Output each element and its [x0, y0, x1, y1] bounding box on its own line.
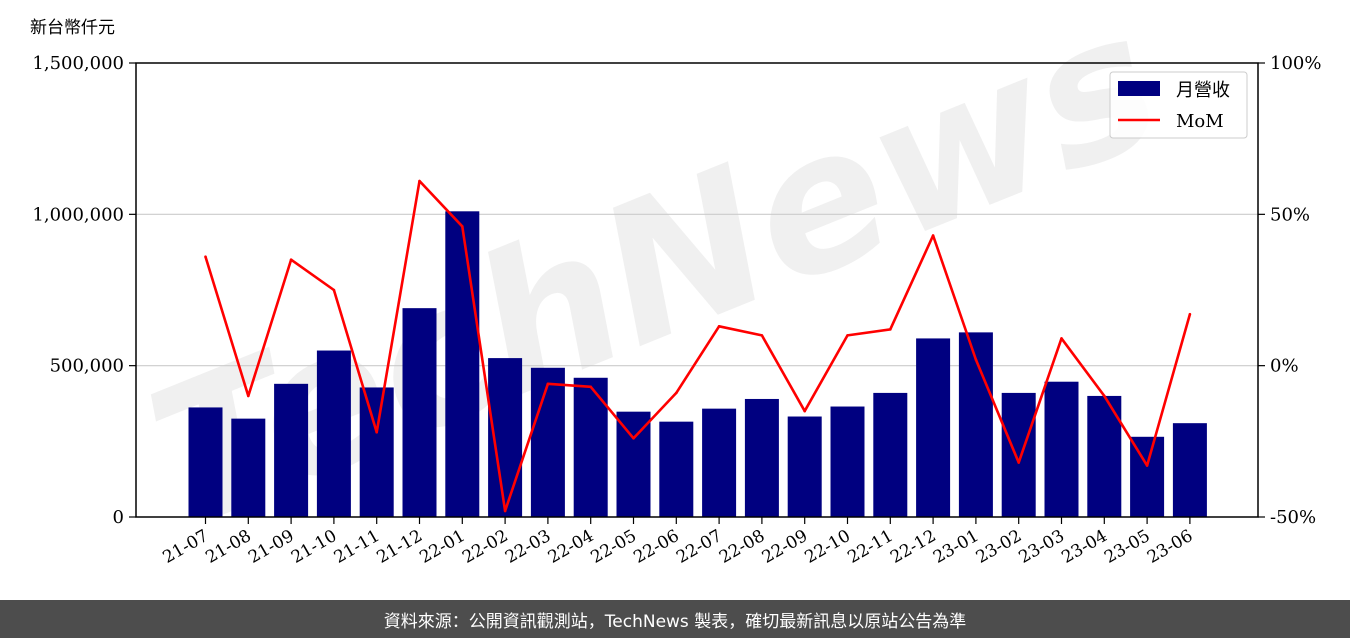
revenue-bar	[616, 411, 651, 517]
mom-point	[760, 334, 764, 337]
plot-frame	[135, 62, 1259, 518]
revenue-bar	[188, 407, 223, 517]
revenue-bar	[1001, 392, 1036, 517]
left-tick-label: 1,500,000	[32, 53, 124, 74]
revenue-bar	[702, 408, 737, 517]
x-tick-label: 22-08	[716, 526, 768, 568]
mom-point	[1017, 461, 1020, 464]
revenue-bar	[359, 387, 394, 517]
x-tick-label: 21-12	[374, 526, 426, 568]
mom-point	[289, 258, 293, 262]
revenue-bar	[445, 211, 480, 517]
right-y-axis: -50% 0% 50% 100%	[1258, 53, 1321, 528]
mom-point	[632, 437, 635, 440]
revenue-bar	[573, 377, 608, 517]
x-tick-label: 23-05	[1101, 526, 1153, 568]
mom-point	[247, 394, 250, 398]
footer-text: 資料來源：公開資訊觀測站，TechNews 製表，確切最新訊息以原站公告為準	[383, 611, 967, 632]
revenue-bar	[231, 418, 266, 517]
chart: TechNews 新台幣仟元 0500,0001,000,0001,500,00…	[30, 0, 1321, 570]
mom-point	[803, 409, 806, 413]
revenue-bar	[402, 308, 437, 517]
x-tick-label: 23-03	[1016, 526, 1068, 568]
mom-line-series	[204, 179, 1192, 513]
revenue-bar	[787, 416, 822, 517]
left-tick-label: 1,000,000	[32, 204, 124, 225]
left-tick-label: 500,000	[50, 356, 124, 377]
mom-point	[717, 325, 721, 328]
revenue-bar	[873, 392, 908, 517]
revenue-bar	[830, 406, 865, 517]
source-footer: 資料來源：公開資訊觀測站，TechNews 製表，確切最新訊息以原站公告為準	[0, 600, 1350, 638]
legend-bar-swatch	[1118, 81, 1160, 96]
mom-point	[1103, 394, 1106, 398]
left-tick-label: 0	[113, 507, 124, 528]
right-tick-label: -50%	[1270, 507, 1316, 528]
bar-series	[188, 211, 1207, 517]
revenue-bar	[916, 338, 951, 517]
legend-label-mom: MoM	[1176, 111, 1224, 132]
mom-point	[204, 255, 207, 259]
x-tick-label: 21-11	[331, 526, 383, 568]
revenue-bar	[274, 383, 309, 517]
mom-point	[461, 225, 464, 228]
mom-point	[589, 385, 592, 389]
x-tick-label: 22-02	[459, 526, 511, 568]
x-tick-label: 22-04	[545, 526, 597, 568]
legend: 月營收 MoM	[1109, 71, 1248, 139]
mom-point	[1188, 312, 1192, 316]
x-tick-label: 22-06	[630, 526, 682, 568]
revenue-bar	[1044, 381, 1079, 517]
mom-point	[889, 328, 892, 331]
revenue-bar	[958, 332, 993, 517]
x-tick-label: 22-09	[759, 526, 811, 568]
right-tick-label: 0%	[1270, 356, 1299, 377]
x-tick-label: 22-05	[588, 526, 640, 568]
mom-point	[931, 234, 935, 237]
mom-point	[503, 509, 507, 513]
mom-point	[546, 382, 550, 386]
x-tick-label: 22-03	[502, 526, 554, 568]
legend-label-revenue: 月營收	[1176, 80, 1230, 101]
mom-point	[846, 334, 849, 337]
left-y-axis: 0 500,000 1,000,000 1,500,000	[32, 53, 136, 528]
x-tick-label: 22-12	[887, 526, 939, 568]
mom-point	[332, 288, 336, 292]
x-tick-label: 23-01	[930, 526, 982, 568]
mom-point	[974, 358, 978, 361]
x-tick-label: 22-11	[844, 526, 896, 568]
unit-label: 新台幣仟元	[30, 18, 115, 38]
revenue-bar	[659, 421, 694, 517]
mom-point	[375, 430, 379, 434]
x-tick-label: 23-04	[1058, 526, 1110, 568]
mom-point	[1060, 337, 1063, 340]
revenue-bar	[530, 367, 565, 517]
mom-point	[1145, 464, 1149, 467]
x-tick-label: 22-07	[673, 526, 725, 568]
right-tick-label: 50%	[1270, 204, 1310, 225]
revenue-bar	[744, 398, 779, 517]
revenue-bar	[316, 350, 351, 517]
mom-line	[204, 179, 1192, 513]
x-tick-label: 23-02	[973, 526, 1025, 568]
revenue-bar	[1172, 423, 1207, 517]
x-tick-label: 22-01	[416, 526, 468, 568]
x-tick-label: 22-10	[802, 526, 854, 568]
mom-point	[418, 179, 421, 183]
revenue-bar	[1130, 436, 1165, 517]
x-tick-label: 23-06	[1144, 526, 1196, 568]
mom-point	[675, 391, 678, 395]
right-tick-label: 100%	[1270, 53, 1321, 74]
